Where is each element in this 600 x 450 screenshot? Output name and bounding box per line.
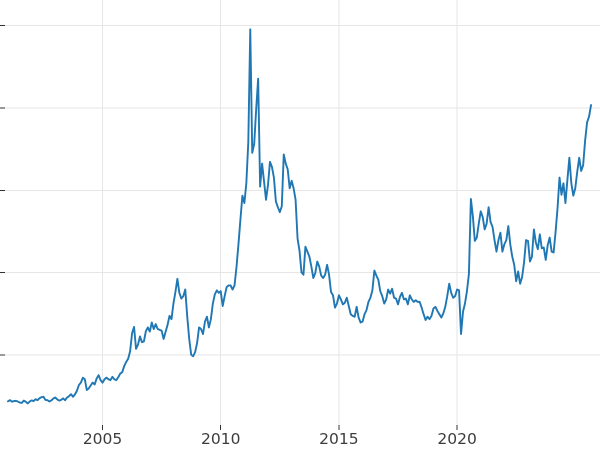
x-tick-label: 2020	[437, 430, 476, 448]
price-line	[7, 28, 592, 405]
x-tick-label: 2010	[201, 430, 240, 448]
x-tick-label: 2005	[83, 430, 122, 448]
x-tick-label: 2015	[319, 430, 358, 448]
